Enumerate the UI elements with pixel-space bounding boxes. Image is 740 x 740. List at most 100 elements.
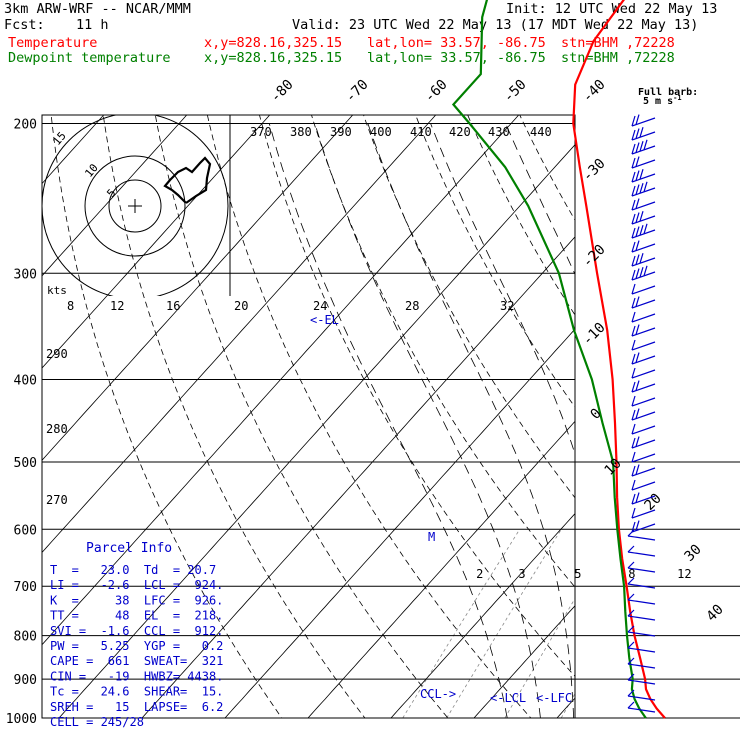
- wind-barb-flag: [631, 423, 636, 435]
- wind-barb-flag: [631, 367, 636, 379]
- hodograph-ring-15: [42, 115, 229, 296]
- hodograph-speed-label: 12: [110, 299, 124, 313]
- mixing-ratio-label: 3: [518, 567, 525, 581]
- wind-barb-flag: [627, 545, 635, 553]
- wind-barb-flag: [635, 184, 640, 195]
- mixing-ratio-label: 8: [628, 567, 635, 581]
- parcel-info-row: T = 23.0 Td = 20.7: [50, 563, 216, 577]
- wind-barbs: [627, 114, 656, 713]
- dewpoint-xy: x,y=828.16,325.15: [204, 50, 343, 66]
- wind-barb-flag: [635, 268, 640, 279]
- wind-barb-staff: [631, 145, 656, 155]
- wind-barb-staff: [631, 131, 656, 141]
- wind-barb-flag: [627, 529, 635, 537]
- wind-barb-staff: [627, 631, 656, 637]
- wind-barb-staff: [631, 453, 656, 463]
- isotherm-label: -60: [422, 77, 451, 106]
- wind-barb-flag: [635, 380, 640, 391]
- isotherm: [723, 0, 740, 718]
- wind-barb-staff: [631, 117, 656, 127]
- isotherm: [42, 115, 271, 369]
- wind-barb-staff: [631, 299, 656, 309]
- theta-label: 280: [46, 422, 68, 436]
- wind-barb-flag: [631, 269, 636, 281]
- isotherms: [42, 0, 740, 718]
- wind-barb-flag: [631, 283, 636, 295]
- hodograph: 5 10 15 kts: [42, 115, 231, 297]
- wind-barb-staff: [631, 369, 656, 379]
- moist-adiabat: [314, 123, 541, 718]
- wind-barb-flag: [631, 255, 636, 267]
- model-title: 3km ARW-WRF -- NCAR/MMM: [4, 1, 191, 17]
- dry-adiabat: [415, 115, 575, 408]
- annotation-lfc: <-LFC: [536, 691, 572, 705]
- wind-legend-title: Full barb:: [638, 87, 698, 98]
- dry-adiabat: [735, 0, 740, 718]
- wind-barb-flag: [635, 114, 640, 125]
- wind-barb-flag: [631, 479, 636, 491]
- dry-adiabat: [649, 0, 740, 718]
- parcel-info-panel: Parcel Info T = 23.0 Td = 20.7LI = -2.6 …: [50, 541, 223, 729]
- wind-barb-flag: [631, 143, 636, 155]
- wind-barb-staff: [631, 271, 656, 281]
- hodograph-trace: [163, 156, 212, 204]
- theta-e-label: 380: [290, 125, 312, 139]
- wind-barb-staff: [631, 243, 656, 253]
- wind-barb-flag: [643, 181, 648, 192]
- wind-barb-flag: [631, 185, 636, 197]
- wind-barb-flag: [639, 267, 644, 278]
- dewpoint-profile: [451, 0, 647, 719]
- wind-barb-flag: [631, 157, 636, 169]
- temperature-xy: x,y=828.16,325.15: [204, 35, 343, 51]
- moist-adiabat: [430, 123, 575, 456]
- theta-e-label: 420: [449, 125, 471, 139]
- wind-barb-staff: [631, 313, 656, 323]
- temperature-latlon: lat,lon= 33.57, -86.75: [367, 35, 546, 51]
- annotation-lcl: <-LCL: [490, 691, 526, 705]
- valid-time: Valid: 23 UTC Wed 22 May 13 (17 MDT Wed …: [292, 17, 699, 33]
- wind-barb-flag: [639, 211, 644, 222]
- wind-barb-staff: [631, 341, 656, 351]
- dry-adiabat: [50, 115, 283, 718]
- isotherm: [640, 0, 740, 718]
- theta-e-label: 410: [410, 125, 432, 139]
- moist-adiabat: [367, 123, 574, 718]
- wind-barb-flag: [627, 577, 635, 585]
- moist-adiabat: [699, 124, 740, 719]
- wind-barb-flag: [635, 254, 640, 265]
- wind-barb-staff: [627, 583, 656, 589]
- moist-adiabat: [595, 124, 692, 719]
- pressure-label-300: 300: [14, 267, 37, 282]
- annotation-m: M: [428, 530, 435, 544]
- wind-barb-flag: [635, 296, 640, 307]
- moist-adiabats: [268, 123, 740, 719]
- parcel-info-row: LI = -2.6 LCL = 924.: [50, 578, 223, 592]
- hodograph-speed-label: 8: [67, 299, 74, 313]
- wind-barb-staff: [631, 285, 656, 295]
- wind-barb-flag: [635, 492, 640, 503]
- wind-barb-flag: [635, 226, 640, 237]
- hodograph-speed-label: 16: [166, 299, 180, 313]
- wind-barb-staff: [631, 229, 656, 239]
- wind-barb-flag: [627, 641, 635, 649]
- wind-barb-flag: [627, 673, 635, 681]
- wind-barb-flag: [627, 625, 635, 633]
- hodograph-speed-label: 32: [500, 299, 514, 313]
- wind-barb-staff: [627, 567, 656, 573]
- wind-barb-flag: [639, 253, 644, 264]
- mixing-ratio-label: 12: [677, 567, 691, 581]
- wind-barb-staff: [631, 159, 656, 169]
- wind-barb-staff: [627, 707, 656, 713]
- wind-barb-flag: [635, 240, 640, 251]
- wind-barb-flag: [631, 227, 636, 239]
- dry-adiabat: [259, 115, 575, 677]
- wind-barb-flag: [631, 311, 636, 323]
- wind-barb-staff: [631, 439, 656, 449]
- wind-barb-flag: [635, 212, 640, 223]
- wind-barb-flag: [631, 171, 636, 183]
- parcel-info-row: SVI = -1.6 CCL = 912.: [50, 624, 223, 638]
- wind-barb-staff: [627, 647, 656, 653]
- parcel-info-row: CIN = -19 HWBZ= 4438.: [50, 669, 223, 683]
- mixing-ratio-line: [612, 529, 717, 718]
